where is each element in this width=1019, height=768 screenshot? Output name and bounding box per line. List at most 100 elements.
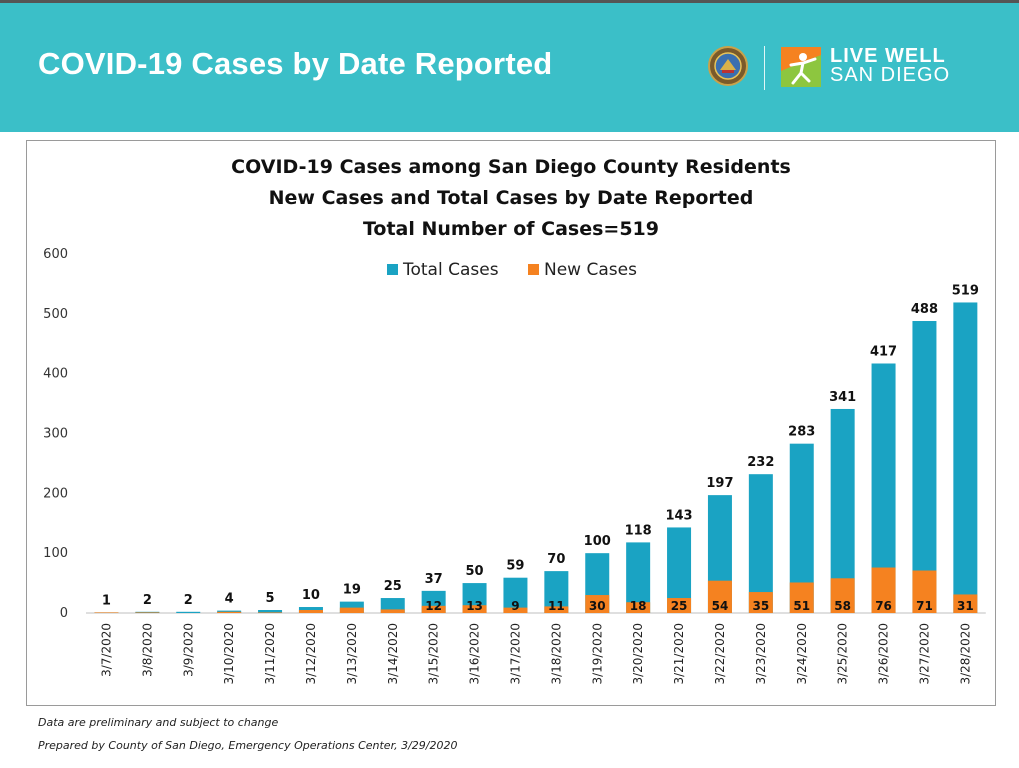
bar-new-cases xyxy=(871,567,896,613)
data-label-total: 118 xyxy=(625,523,652,538)
bar-new-cases xyxy=(298,610,323,613)
data-label-new: 54 xyxy=(712,599,729,613)
bar-new-cases xyxy=(462,605,487,613)
y-tick-label: 400 xyxy=(43,367,68,382)
x-tick-label: 3/18/2020 xyxy=(549,623,563,685)
data-label-total: 37 xyxy=(425,572,443,587)
data-label-new: 35 xyxy=(752,599,769,613)
data-label-total: 4 xyxy=(225,592,234,607)
x-tick-label: 3/22/2020 xyxy=(713,623,727,685)
bar-new-cases xyxy=(339,607,364,613)
bar-new-cases xyxy=(748,592,773,613)
data-label-new: 9 xyxy=(511,599,519,613)
bar-new-cases xyxy=(544,606,569,613)
bar-new-cases xyxy=(830,578,855,613)
data-label-new: 25 xyxy=(671,599,688,613)
brand-line-2: SAN DIEGO xyxy=(830,64,951,86)
page-title: COVID-19 Cases by Date Reported xyxy=(38,46,553,81)
legend-label-total: Total Cases xyxy=(402,260,499,280)
data-label-new: 13 xyxy=(466,599,483,613)
bar-new-cases xyxy=(94,612,119,613)
chart-total-caption: Total Number of Cases=519 xyxy=(362,218,659,240)
data-label-total: 197 xyxy=(706,476,733,491)
data-label-total: 2 xyxy=(184,593,193,608)
data-label-total: 341 xyxy=(829,390,856,405)
footnote-preliminary: Data are preliminary and subject to chan… xyxy=(38,716,279,729)
data-label-new: 58 xyxy=(834,599,851,613)
bar-total-cases xyxy=(176,611,201,613)
x-tick-label: 3/12/2020 xyxy=(304,623,318,685)
live-well-brand-text: LIVE WELL SAN DIEGO xyxy=(830,45,951,86)
y-tick-label: 0 xyxy=(60,606,68,621)
bar-total-cases xyxy=(258,610,283,613)
x-tick-label: 3/24/2020 xyxy=(795,623,809,685)
data-label-new: 30 xyxy=(589,599,606,613)
y-tick-label: 200 xyxy=(43,486,68,501)
x-tick-label: 3/15/2020 xyxy=(427,623,441,685)
data-label-total: 10 xyxy=(302,588,320,603)
y-tick-label: 600 xyxy=(43,247,68,262)
bar-new-cases xyxy=(707,580,732,613)
data-label-total: 488 xyxy=(911,302,938,317)
data-label-new: 12 xyxy=(425,599,442,613)
data-label-total: 232 xyxy=(747,455,774,470)
data-label-total: 50 xyxy=(466,564,484,579)
data-label-total: 2 xyxy=(143,593,152,608)
header-banner: COVID-19 Cases by Date Reported xyxy=(0,3,1019,132)
data-label-new: 71 xyxy=(916,599,933,613)
data-label-total: 5 xyxy=(266,591,275,606)
data-label-new: 18 xyxy=(630,599,647,613)
bar-new-cases xyxy=(912,570,937,613)
data-label-new: 76 xyxy=(875,599,892,613)
x-tick-label: 3/17/2020 xyxy=(508,623,522,685)
data-label-new: 11 xyxy=(548,599,565,613)
top-border xyxy=(0,0,1019,3)
x-tick-label: 3/11/2020 xyxy=(263,623,277,685)
bar-new-cases xyxy=(667,598,692,613)
data-label-total: 283 xyxy=(788,425,815,440)
data-label-total: 19 xyxy=(343,583,361,598)
brand-line-1: LIVE WELL xyxy=(830,45,946,67)
x-tick-label: 3/8/2020 xyxy=(140,623,154,677)
data-label-new: 51 xyxy=(793,599,810,613)
bar-new-cases xyxy=(503,607,528,613)
legend-label-new: New Cases xyxy=(544,260,637,280)
x-tick-label: 3/21/2020 xyxy=(672,623,686,685)
live-well-logo-icon xyxy=(781,47,821,87)
x-tick-label: 3/25/2020 xyxy=(836,623,850,685)
chart-subtitle: New Cases and Total Cases by Date Report… xyxy=(268,187,754,209)
bar-total-cases xyxy=(380,598,405,613)
legend-swatch-total xyxy=(387,264,398,275)
data-label-total: 143 xyxy=(665,508,692,523)
bar-new-cases xyxy=(421,605,446,613)
bar-new-cases xyxy=(789,582,814,613)
bar-total-cases xyxy=(298,607,323,613)
legend-swatch-new xyxy=(528,264,539,275)
bar-total-cases xyxy=(953,302,978,613)
y-tick-label: 100 xyxy=(43,546,68,561)
data-label-total: 70 xyxy=(547,552,565,567)
data-label-total: 59 xyxy=(506,559,524,574)
chart-title-block: COVID-19 Cases among San Diego County Re… xyxy=(26,152,996,245)
bar-new-cases xyxy=(626,602,651,613)
bar-new-cases xyxy=(953,594,978,613)
x-tick-label: 3/14/2020 xyxy=(386,623,400,685)
x-tick-label: 3/10/2020 xyxy=(222,623,236,685)
x-tick-label: 3/9/2020 xyxy=(181,623,195,677)
y-tick-label: 500 xyxy=(43,307,68,322)
data-label-total: 519 xyxy=(952,283,979,298)
footnote-prepared-by: Prepared by County of San Diego, Emergen… xyxy=(38,739,458,752)
x-tick-label: 3/13/2020 xyxy=(345,623,359,685)
x-tick-label: 3/23/2020 xyxy=(754,623,768,685)
logo-divider xyxy=(764,46,765,90)
bar-new-cases xyxy=(380,609,405,613)
x-tick-label: 3/19/2020 xyxy=(590,623,604,685)
x-tick-label: 3/20/2020 xyxy=(631,623,645,685)
bar-new-cases xyxy=(585,595,610,613)
chart-title: COVID-19 Cases among San Diego County Re… xyxy=(231,156,791,178)
bar-total-cases xyxy=(339,601,364,613)
x-tick-label: 3/28/2020 xyxy=(958,623,972,685)
bar-total-cases xyxy=(626,542,651,613)
bar-new-cases xyxy=(258,612,283,613)
y-tick-label: 300 xyxy=(43,427,68,442)
